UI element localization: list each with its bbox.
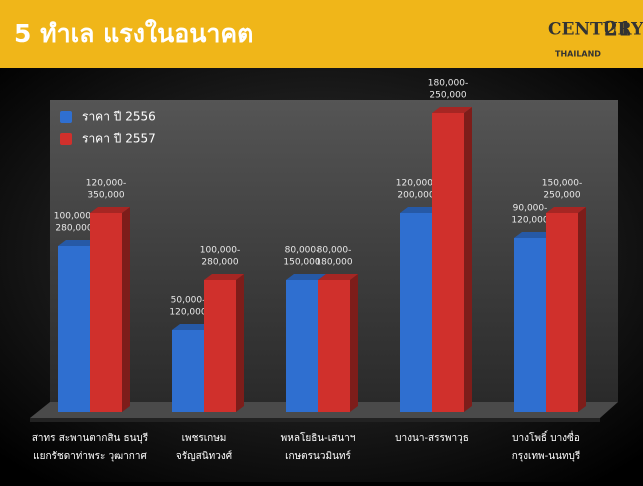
bar-side [236,274,244,412]
bar [514,238,546,412]
data-label: 280,000 [201,258,238,268]
legend-label: ราคา ปี 2557 [82,132,156,146]
chart-title: 5 ทำเล แรงในอนาคต [14,18,253,48]
x-tick-label: จรัญสนิทวงศ์ [176,450,233,462]
data-label: 120,000 [511,216,548,226]
bar-top [90,207,130,213]
data-label: 280,000 [55,224,92,234]
data-label: 250,000 [429,91,466,101]
bar [546,213,578,412]
x-tick-label: พหลโยธิน-เสนาฯ [281,431,356,444]
data-label: 50,000- [171,296,206,306]
data-label: 150,000 [283,258,320,268]
data-label: 150,000- [542,179,582,189]
x-tick-label: บางโพธิ์ บางซื่อ [512,430,580,444]
bar-top [286,274,326,280]
bar-top [58,240,98,246]
bar [286,280,318,412]
bar-top [400,207,440,213]
bar-top [204,274,244,280]
bar-side [578,207,586,412]
x-tick-label: สาทร สะพานตากสิน ธนบุรี [32,432,149,444]
bar [432,113,464,412]
data-label: 350,000 [87,191,124,201]
bar-top [318,274,358,280]
data-label: 180,000 [315,258,352,268]
data-label: 80,000- [285,246,320,256]
bar-top [546,207,586,213]
bar-top [432,107,472,113]
data-label: 120,000- [396,179,436,189]
data-label: 80,000- [317,246,352,256]
legend-swatch [60,133,72,145]
bar [172,330,204,412]
data-label: 180,000- [428,79,468,89]
data-label: 200,000 [397,191,434,201]
bar [90,213,122,412]
bar-side [122,207,130,412]
x-tick-label: เกษตรนวมินทร์ [285,450,351,462]
logo-number: 21 [604,17,632,41]
legend-label: ราคา ปี 2556 [82,110,156,124]
data-label: 250,000 [543,191,580,201]
data-label: 90,000- [513,204,548,214]
header-band [0,0,643,68]
bar [318,280,350,412]
data-label: 120,000 [169,308,206,318]
floor-edge [30,418,600,422]
bar [58,246,90,412]
x-tick-label: บางนา-สรรพาวุธ [395,433,469,444]
bar [400,213,432,412]
x-tick-label: แยกรัชดาท่าพระ วุฒากาศ [33,451,147,462]
bar-top [172,324,212,330]
legend-swatch [60,111,72,123]
data-label: 120,000- [86,179,126,189]
data-label: 100,000- [200,246,240,256]
bar [204,280,236,412]
bar-top [514,232,554,238]
x-tick-label: เพชรเกษม [182,433,227,444]
logo: CENTURY [548,20,643,40]
logo-sub: THAILAND [555,50,601,59]
bar-side [350,274,358,412]
x-tick-label: กรุงเทพ-นนทบุรี [512,450,581,462]
data-label: 100,000- [54,212,94,222]
bar-side [464,107,472,412]
